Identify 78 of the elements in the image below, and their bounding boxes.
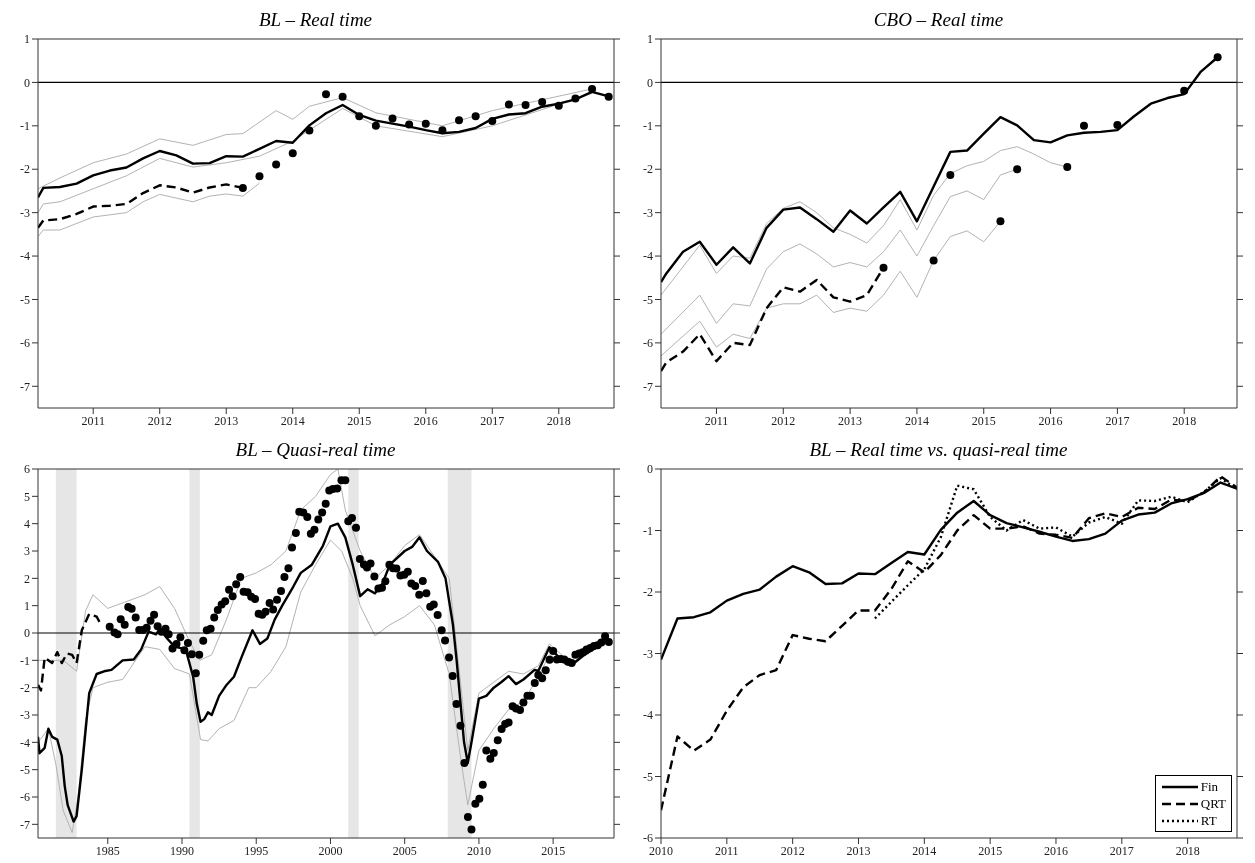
x-tick-label: 2018 <box>1172 413 1197 428</box>
x-tick-label: 2014 <box>904 413 929 428</box>
x-tick-label: 2011 <box>81 413 105 428</box>
y-tick-label: -2 <box>20 680 30 695</box>
y-tick-label: -3 <box>643 646 653 661</box>
y-tick-label: 1 <box>24 32 30 47</box>
y-tick-label: -2 <box>643 585 653 600</box>
y-tick-label: -6 <box>643 336 653 351</box>
x-tick-label: 2017 <box>480 413 505 428</box>
chart-title: BL – Real time vs. quasi-real time <box>808 438 1069 462</box>
y-tick-label: 2 <box>24 571 30 586</box>
y-tick-label: 0 <box>24 626 30 641</box>
x-tick-label: 2011 <box>715 843 739 858</box>
x-tick-label: 2012 <box>147 413 172 428</box>
x-tick-label: 2012 <box>780 843 805 858</box>
x-tick-label: 2013 <box>838 413 863 428</box>
y-tick-label: -5 <box>20 292 30 307</box>
y-tick-label: 0 <box>647 75 653 90</box>
x-tick-label: 2017 <box>1109 843 1134 858</box>
y-tick-label: -1 <box>643 523 653 538</box>
y-tick-label: -2 <box>20 162 30 177</box>
y-tick-label: 1 <box>24 598 30 613</box>
legend-label: Fin <box>1200 778 1219 795</box>
x-tick-label: 1995 <box>244 843 269 858</box>
y-tick-label: -5 <box>643 292 653 307</box>
chart-title: BL – Real time <box>257 8 374 32</box>
y-tick-label: -4 <box>20 249 30 264</box>
y-tick-label: -3 <box>20 708 30 723</box>
y-tick-label: -4 <box>20 735 30 750</box>
y-tick-label: -2 <box>643 162 653 177</box>
y-tick-label: 6 <box>24 462 30 477</box>
x-tick-label: 2016 <box>1038 413 1063 428</box>
y-tick-label: -7 <box>20 817 30 832</box>
y-tick-label: -6 <box>643 831 653 846</box>
x-tick-label: 2011 <box>704 413 729 428</box>
x-tick-label: 2013 <box>846 843 871 858</box>
y-tick-label: -6 <box>20 336 30 351</box>
x-tick-label: 2000 <box>318 843 343 858</box>
x-tick-label: 2005 <box>392 843 417 858</box>
y-tick-label: -5 <box>643 769 653 784</box>
chart-title: BL – Quasi-real time <box>234 438 397 462</box>
x-tick-label: 2015 <box>971 413 996 428</box>
y-tick-label: -7 <box>20 379 30 394</box>
y-tick-label: 5 <box>24 489 30 504</box>
y-tick-label: -4 <box>643 708 653 723</box>
x-tick-label: 2015 <box>347 413 372 428</box>
y-tick-label: -7 <box>643 379 653 394</box>
x-tick-label: 2016 <box>413 413 438 428</box>
legend-label: QRT <box>1200 795 1226 812</box>
x-tick-label: 2015 <box>541 843 566 858</box>
x-tick-label: 2016 <box>1043 843 1068 858</box>
y-tick-label: -3 <box>20 205 30 220</box>
x-tick-label: 1990 <box>170 843 194 858</box>
x-tick-label: 2014 <box>912 843 937 858</box>
x-tick-label: 2015 <box>978 843 1003 858</box>
y-tick-label: 1 <box>647 32 653 47</box>
y-tick-label: -3 <box>643 205 653 220</box>
x-tick-label: 1985 <box>95 843 120 858</box>
y-tick-label: 0 <box>647 462 653 477</box>
x-tick-label: 2010 <box>649 843 673 858</box>
x-tick-label: 2014 <box>280 413 305 428</box>
y-tick-label: -1 <box>20 653 30 668</box>
y-tick-label: 3 <box>24 544 30 559</box>
y-tick-label: -5 <box>20 762 30 777</box>
x-tick-label: 2013 <box>214 413 239 428</box>
chart-title: CBO – Real time <box>872 8 1005 32</box>
y-tick-label: 4 <box>24 516 30 531</box>
x-tick-label: 2017 <box>1105 413 1130 428</box>
y-tick-label: -6 <box>20 790 30 805</box>
x-tick-label: 2010 <box>466 843 491 858</box>
y-tick-label: -1 <box>643 119 653 134</box>
x-tick-label: 2018 <box>1175 843 1200 858</box>
y-tick-label: 0 <box>24 75 30 90</box>
legend-label: RT <box>1200 812 1217 829</box>
x-tick-label: 2012 <box>771 413 796 428</box>
y-tick-label: -4 <box>643 249 653 264</box>
x-tick-label: 2018 <box>546 413 571 428</box>
y-tick-label: -1 <box>20 119 30 134</box>
